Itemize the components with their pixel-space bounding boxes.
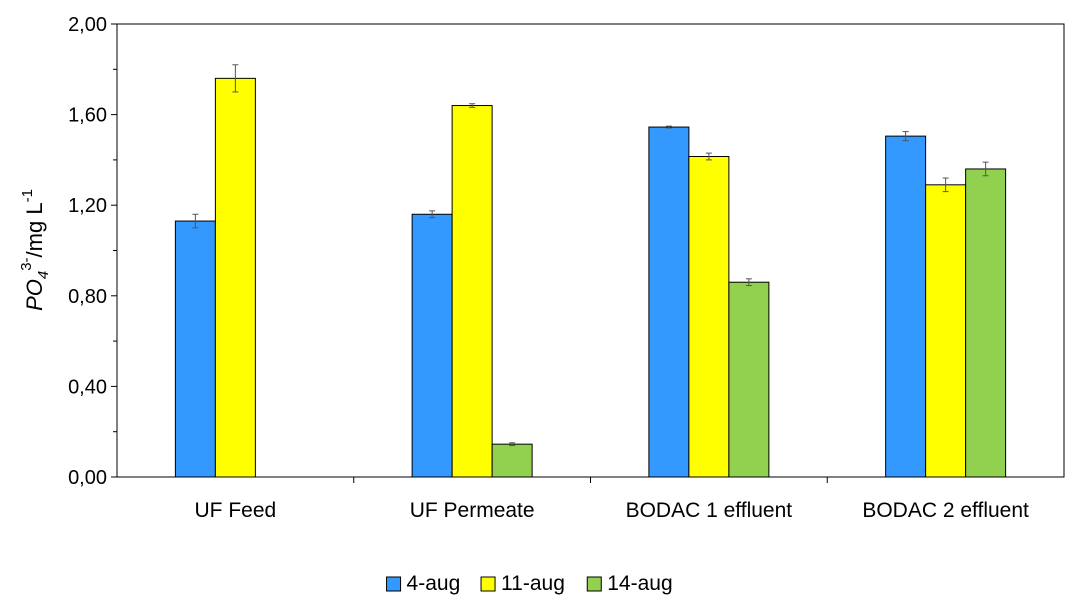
legend-label: 4-aug xyxy=(407,572,461,595)
bar xyxy=(648,126,690,478)
bar xyxy=(885,135,927,478)
bar xyxy=(965,168,1007,478)
bar xyxy=(451,105,493,478)
bar xyxy=(688,156,730,478)
legend-label: 14-aug xyxy=(607,572,672,595)
y-tick-label: 1,20 xyxy=(68,195,107,217)
chart-bars xyxy=(174,77,1007,478)
y-tick-label: 2,00 xyxy=(68,14,107,36)
legend-swatch xyxy=(386,576,402,592)
legend-swatch xyxy=(480,576,496,592)
bar xyxy=(925,184,967,478)
bar xyxy=(214,77,256,478)
x-tick-label: BODAC 1 effluent xyxy=(626,499,793,522)
bar xyxy=(411,213,453,478)
y-axis-ticks: 0,00 0,40 0,80 1,20 1,60 2,00 xyxy=(68,14,117,489)
x-axis-labels: UF Feed UF Permeate BODAC 1 effluent BODAC … xyxy=(195,499,1030,522)
bar xyxy=(491,443,533,478)
x-tick-label: UF Feed xyxy=(195,499,277,522)
y-tick-label: 0,00 xyxy=(68,467,107,489)
legend-swatch xyxy=(586,576,602,592)
y-tick-label: 1,60 xyxy=(68,105,107,127)
x-tick-label: UF Permeate xyxy=(410,499,535,522)
legend-label: 11-aug xyxy=(501,572,565,595)
x-tick-label: BODAC 2 effluent xyxy=(862,499,1029,522)
bar xyxy=(728,281,770,478)
error-bars xyxy=(192,64,989,447)
bar xyxy=(174,220,216,478)
chart-legend: 4-aug 11-aug 14-aug xyxy=(386,572,673,595)
y-tick-label: 0,80 xyxy=(68,286,107,308)
y-tick-label: 0,40 xyxy=(68,376,107,398)
y-axis-label: PO43-/mg L-1 xyxy=(18,189,52,311)
